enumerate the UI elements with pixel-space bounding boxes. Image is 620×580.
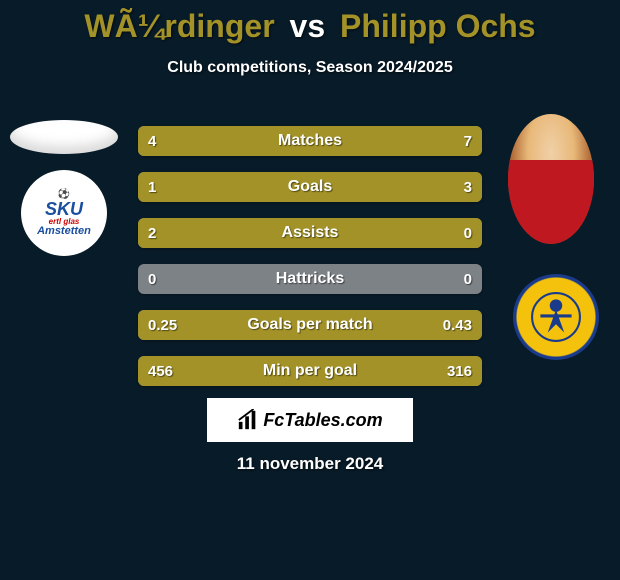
player1-name: WÃ¼rdinger xyxy=(84,8,274,44)
stat-label: Min per goal xyxy=(138,356,482,386)
stat-label: Matches xyxy=(138,126,482,156)
stat-row: 00Hattricks xyxy=(138,264,482,294)
player2-club-badge xyxy=(513,274,599,360)
page-title: WÃ¼rdinger vs Philipp Ochs xyxy=(0,0,620,45)
player2-name: Philipp Ochs xyxy=(340,8,536,44)
stat-label: Assists xyxy=(138,218,482,248)
club1-line3: Amstetten xyxy=(37,226,91,237)
stat-label: Goals xyxy=(138,172,482,202)
brand-chart-icon xyxy=(237,409,259,431)
club2-crest-icon xyxy=(530,291,582,343)
brand-text: FcTables.com xyxy=(263,410,382,431)
stat-row: 20Assists xyxy=(138,218,482,248)
stat-label: Hattricks xyxy=(138,264,482,294)
player2-avatar xyxy=(508,114,594,244)
stat-row: 456316Min per goal xyxy=(138,356,482,386)
stat-bars: 47Matches 13Goals 20Assists 00Hattricks 0.25… xyxy=(138,126,482,402)
stat-label: Goals per match xyxy=(138,310,482,340)
right-player-column xyxy=(498,120,614,360)
stat-row: 13Goals xyxy=(138,172,482,202)
brand-badge: FcTables.com xyxy=(207,398,413,442)
comparison-chart: ⚽ SKU ertl glas Amstetten 47Matches 13Goa… xyxy=(0,120,620,390)
subtitle: Club competitions, Season 2024/2025 xyxy=(0,59,620,77)
stat-row: 0.250.43Goals per match xyxy=(138,310,482,340)
date-label: 11 november 2024 xyxy=(0,454,620,474)
player1-club-badge: ⚽ SKU ertl glas Amstetten xyxy=(21,170,107,256)
club1-line1: SKU xyxy=(45,200,83,218)
vs-label: vs xyxy=(290,8,326,44)
stat-row: 47Matches xyxy=(138,126,482,156)
player1-avatar xyxy=(10,120,118,154)
left-player-column: ⚽ SKU ertl glas Amstetten xyxy=(6,120,122,256)
